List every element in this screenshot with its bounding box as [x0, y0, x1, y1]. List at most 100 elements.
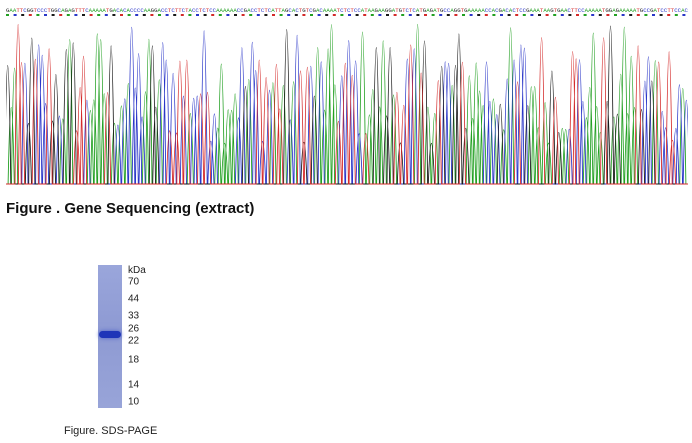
- quality-tick: [348, 14, 351, 16]
- trace-t: [6, 24, 688, 185]
- quality-tick: [36, 14, 40, 16]
- quality-tick: [576, 14, 579, 16]
- quality-tick: [74, 14, 78, 16]
- quality-tick: [249, 14, 253, 16]
- quality-tick: [279, 14, 283, 16]
- sequence-text: GAATTCGGTCCCTGGCAGAGTTTCAAAAATGACACACCCC…: [6, 7, 688, 14]
- quality-tick: [264, 14, 268, 16]
- quality-tick: [538, 14, 541, 16]
- quality-tick: [196, 14, 199, 16]
- quality-tick: [310, 14, 313, 16]
- quality-tick: [28, 14, 32, 16]
- gel-lane: [98, 265, 122, 408]
- quality-tick: [370, 14, 374, 16]
- quality-tick: [21, 14, 25, 16]
- marker-label: 14: [128, 379, 140, 391]
- quality-tick: [408, 14, 412, 16]
- quality-tick: [591, 14, 595, 16]
- sds-page-figure-caption: Figure. SDS-PAGE: [64, 425, 158, 437]
- quality-tick: [6, 14, 9, 16]
- quality-tick: [644, 14, 648, 16]
- quality-tick: [614, 14, 617, 16]
- quality-tick: [294, 14, 298, 16]
- quality-tick: [363, 14, 367, 16]
- quality-tick: [454, 14, 458, 16]
- marker-label: 33: [128, 310, 140, 322]
- quality-tick: [484, 14, 488, 16]
- marker-label: 44: [128, 293, 140, 305]
- quality-tick: [188, 14, 192, 16]
- quality-tick: [104, 14, 108, 16]
- quality-tick: [530, 14, 534, 16]
- quality-tick: [462, 14, 465, 16]
- quality-tick: [492, 14, 496, 16]
- quality-tick: [386, 14, 389, 16]
- quality-tick: [553, 14, 557, 16]
- quality-tick: [340, 14, 344, 16]
- quality-tick: [621, 14, 625, 16]
- quality-tick: [378, 14, 382, 16]
- quality-tick: [317, 14, 321, 16]
- quality-tick: [568, 14, 572, 16]
- quality-tick: [82, 14, 85, 16]
- quality-tick: [89, 14, 93, 16]
- quality-tick: [127, 14, 131, 16]
- quality-tick: [226, 14, 230, 16]
- quality-tick: [393, 14, 397, 16]
- marker-label: 10: [128, 396, 140, 408]
- quality-tick: [302, 14, 306, 16]
- quality-tick: [636, 14, 640, 16]
- quality-tick: [667, 14, 671, 16]
- quality-tick: [241, 14, 245, 16]
- quality-tick: [234, 14, 237, 16]
- quality-tick: [424, 14, 427, 16]
- quality-tick: [682, 14, 686, 16]
- quality-tick: [165, 14, 169, 16]
- quality-tick: [507, 14, 511, 16]
- quality-tick: [158, 14, 161, 16]
- chromatogram-svg: GAATTCGGTCCCTGGCAGAGTTTCAAAAATGACACACCCC…: [6, 7, 688, 185]
- kda-unit-label: kDa: [128, 265, 146, 276]
- quality-tick: [112, 14, 116, 16]
- quality-tick: [97, 14, 101, 16]
- marker-label: 18: [128, 354, 140, 366]
- quality-tick: [560, 14, 564, 16]
- quality-tick: [13, 14, 17, 16]
- quality-tick: [218, 14, 222, 16]
- quality-tick: [173, 14, 177, 16]
- quality-tick: [583, 14, 587, 16]
- quality-tick: [256, 14, 260, 16]
- quality-tick: [66, 14, 70, 16]
- quality-tick: [606, 14, 610, 16]
- quality-tick: [469, 14, 473, 16]
- quality-tick: [211, 14, 215, 16]
- protein-band: [99, 331, 121, 338]
- quality-tick: [659, 14, 663, 16]
- quality-tick: [500, 14, 503, 16]
- quality-tick: [325, 14, 329, 16]
- quality-tick: [598, 14, 602, 16]
- quality-tick: [674, 14, 678, 16]
- quality-tick: [272, 14, 275, 16]
- sequencing-figure-caption: Figure . Gene Sequencing (extract): [6, 200, 255, 217]
- quality-tick: [120, 14, 123, 16]
- sds-page-gel: kDa 70 44 33 26 22 18 14 10: [98, 265, 168, 410]
- sequencing-chromatogram: GAATTCGGTCCCTGGCAGAGTTTCAAAAATGACACACCCC…: [6, 4, 688, 192]
- quality-tick: [522, 14, 526, 16]
- quality-tick: [401, 14, 405, 16]
- quality-tick: [545, 14, 549, 16]
- quality-tick: [431, 14, 435, 16]
- quality-tick: [44, 14, 47, 16]
- quality-tick: [142, 14, 146, 16]
- quality-tick: [446, 14, 450, 16]
- quality-tick: [439, 14, 443, 16]
- quality-tick: [59, 14, 63, 16]
- quality-tick: [150, 14, 154, 16]
- quality-tick: [203, 14, 207, 16]
- quality-tick: [515, 14, 519, 16]
- quality-tick: [135, 14, 139, 16]
- marker-label: 22: [128, 335, 140, 347]
- trace-c: [6, 27, 688, 185]
- quality-tick: [477, 14, 481, 16]
- quality-tick: [355, 14, 359, 16]
